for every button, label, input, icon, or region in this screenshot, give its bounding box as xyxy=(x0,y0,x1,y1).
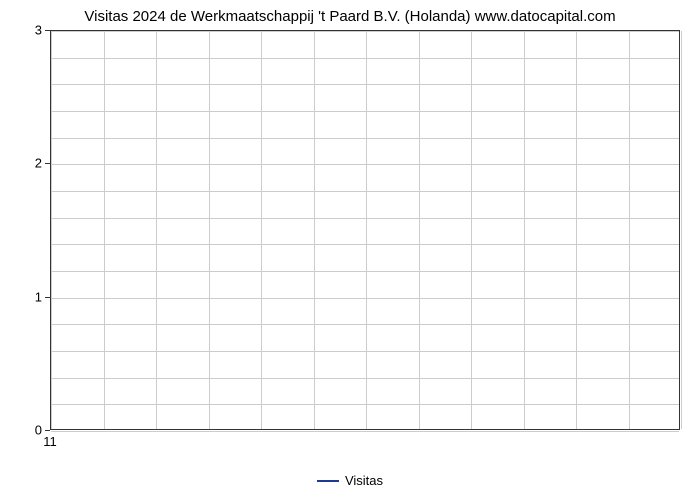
gridline-horizontal xyxy=(51,58,679,59)
chart-title: Visitas 2024 de Werkmaatschappij 't Paar… xyxy=(0,8,700,25)
y-axis-tick-label: 0 xyxy=(26,423,42,438)
gridline-vertical xyxy=(261,31,262,429)
gridline-vertical xyxy=(51,31,52,429)
gridline-horizontal xyxy=(51,111,679,112)
gridline-vertical xyxy=(471,31,472,429)
gridline-vertical xyxy=(419,31,420,429)
y-axis-tick-label: 1 xyxy=(26,289,42,304)
gridline-horizontal xyxy=(51,378,679,379)
gridline-vertical xyxy=(524,31,525,429)
y-axis-tick-mark xyxy=(45,430,50,431)
y-axis-tick-label: 2 xyxy=(26,156,42,171)
gridline-horizontal xyxy=(51,84,679,85)
gridline-horizontal xyxy=(51,271,679,272)
gridline-horizontal xyxy=(51,218,679,219)
plot-area xyxy=(50,30,680,430)
gridline-vertical xyxy=(366,31,367,429)
gridline-horizontal xyxy=(51,298,679,299)
y-axis-tick-mark xyxy=(45,297,50,298)
gridline-horizontal xyxy=(51,164,679,165)
gridline-horizontal xyxy=(51,431,679,432)
gridline-vertical xyxy=(156,31,157,429)
gridline-horizontal xyxy=(51,244,679,245)
gridline-vertical xyxy=(209,31,210,429)
x-axis-tick-label: 11 xyxy=(43,434,57,449)
gridline-horizontal xyxy=(51,324,679,325)
gridline-vertical xyxy=(314,31,315,429)
gridline-vertical xyxy=(104,31,105,429)
legend: Visitas xyxy=(0,472,700,488)
gridline-horizontal xyxy=(51,138,679,139)
legend-line-icon xyxy=(317,480,339,482)
gridline-horizontal xyxy=(51,351,679,352)
gridline-vertical xyxy=(576,31,577,429)
y-axis-tick-mark xyxy=(45,163,50,164)
y-axis-tick-mark xyxy=(45,30,50,31)
gridline-horizontal xyxy=(51,404,679,405)
y-axis-tick-label: 3 xyxy=(26,23,42,38)
legend-label: Visitas xyxy=(345,473,383,488)
gridline-vertical xyxy=(681,31,682,429)
gridline-horizontal xyxy=(51,191,679,192)
gridline-vertical xyxy=(629,31,630,429)
gridline-horizontal xyxy=(51,31,679,32)
chart-container: Visitas 2024 de Werkmaatschappij 't Paar… xyxy=(0,0,700,500)
